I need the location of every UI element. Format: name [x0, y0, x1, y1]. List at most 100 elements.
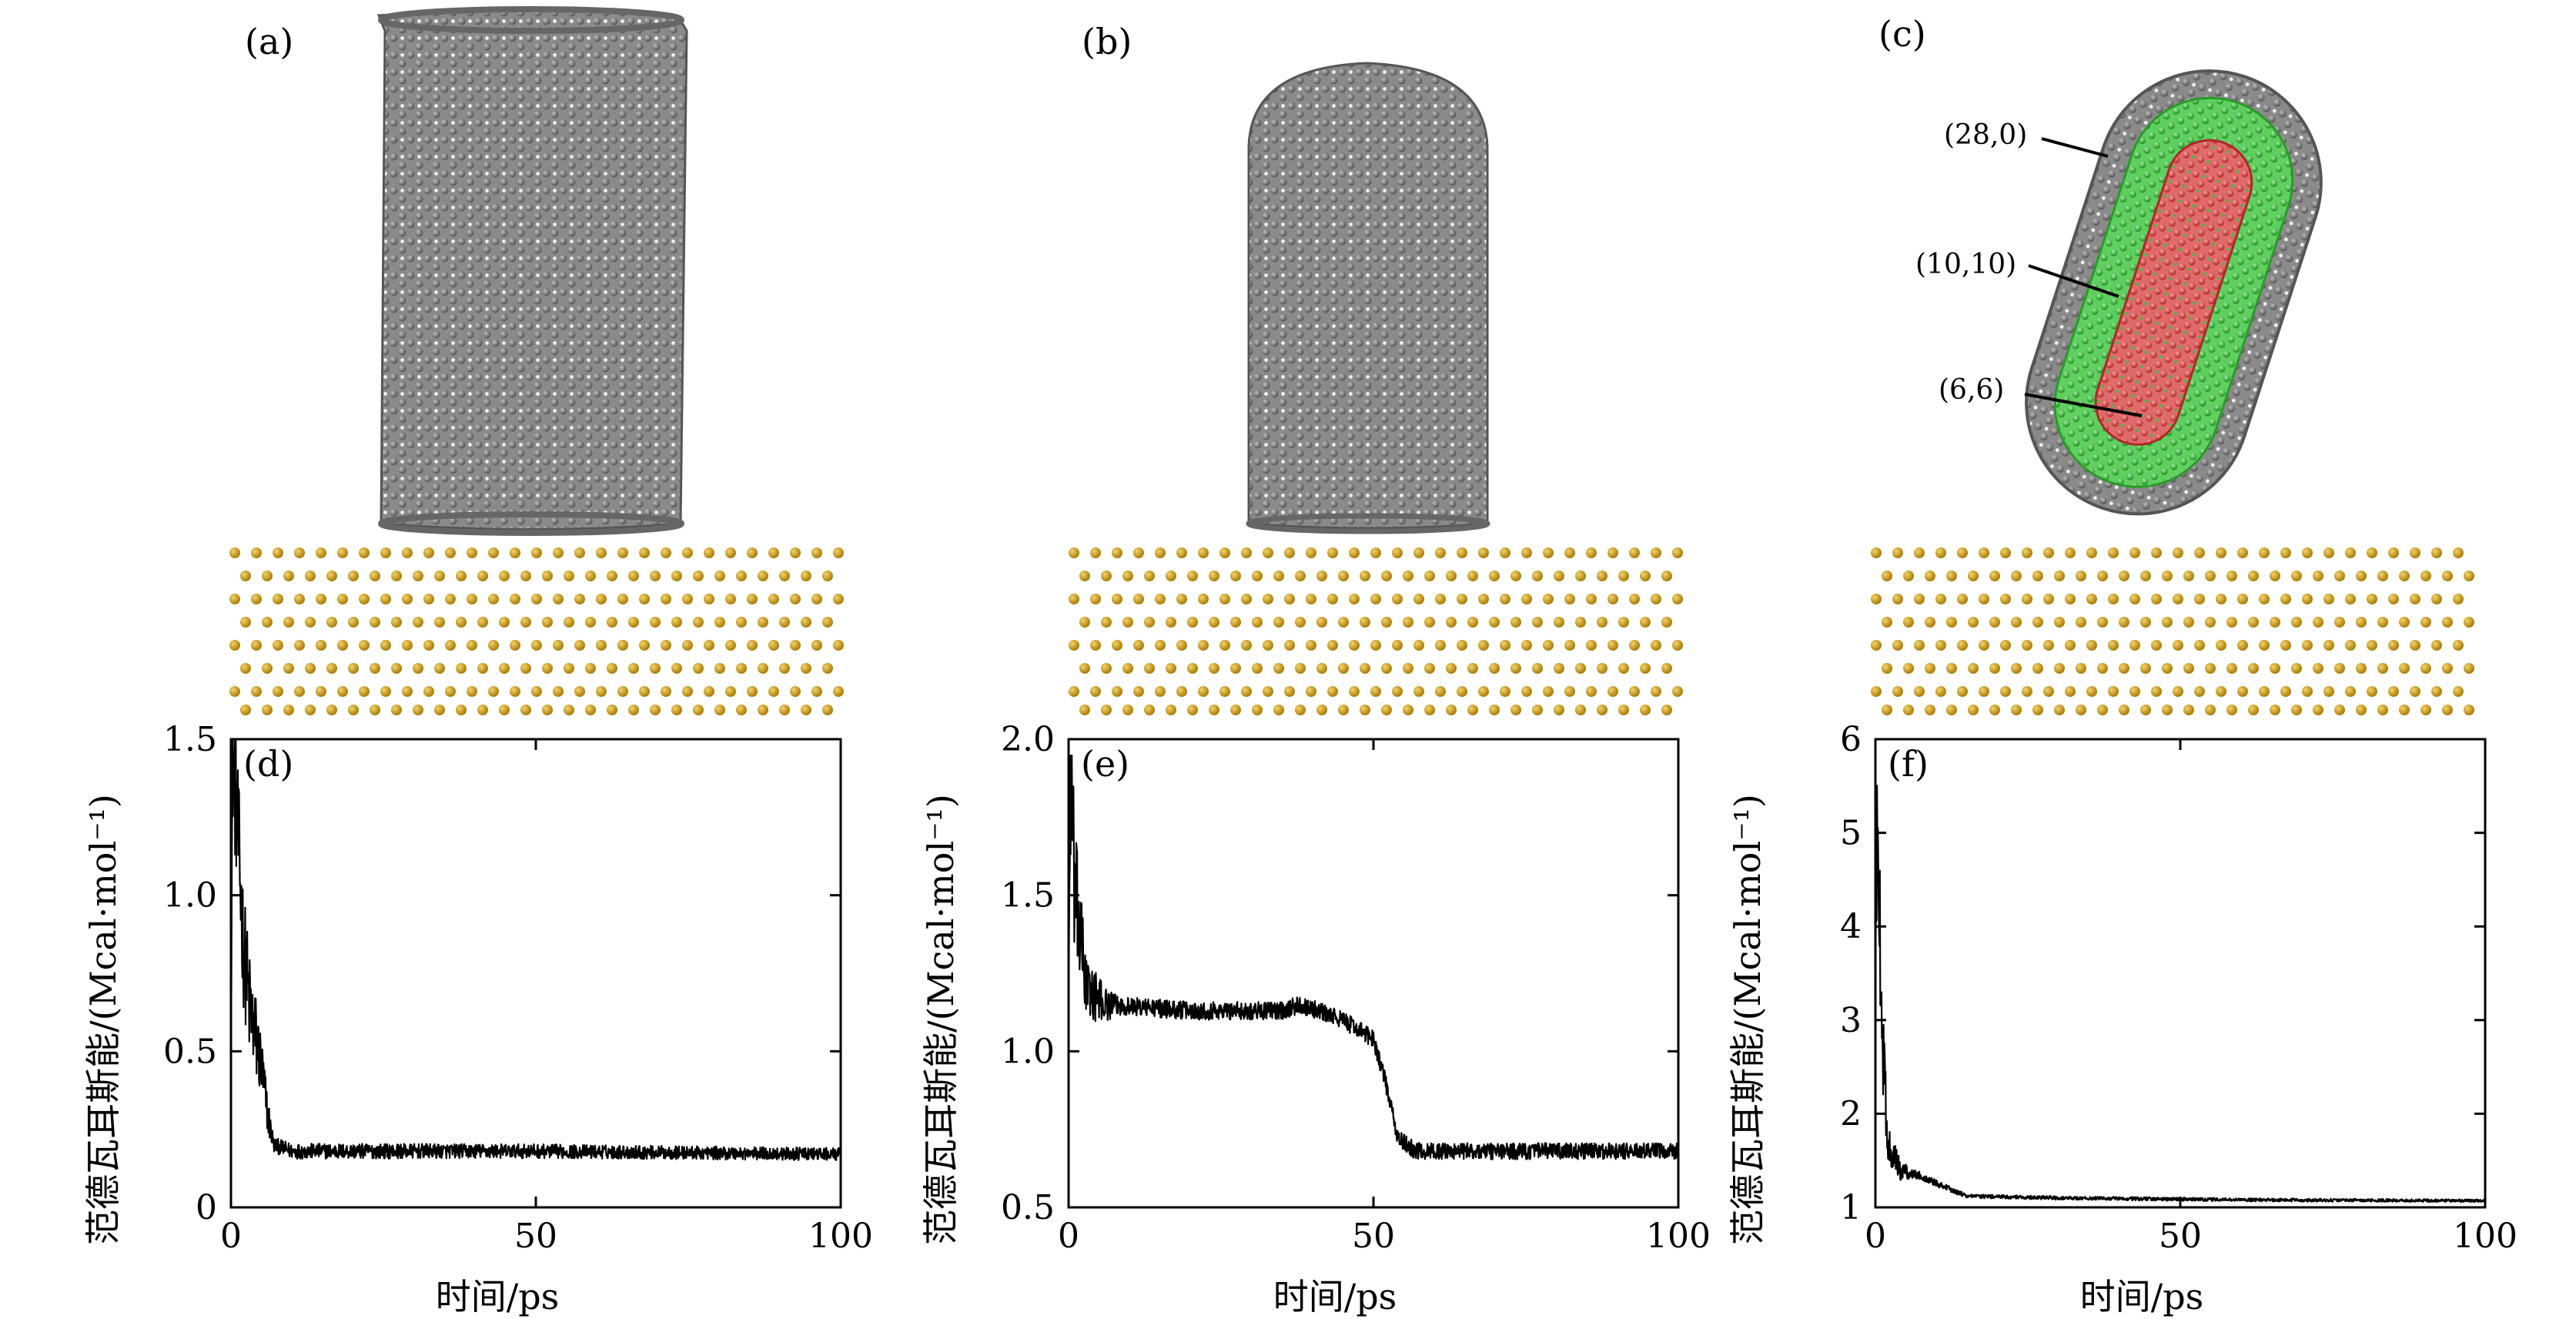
gold-atom	[1327, 640, 1338, 651]
x-tick-label: 50	[1352, 1217, 1395, 1256]
gold-atom	[1968, 571, 1979, 581]
leader-line-6-6	[2024, 393, 2143, 417]
gold-atom	[294, 686, 305, 697]
gold-atom	[1155, 547, 1166, 558]
gold-atom	[617, 594, 628, 604]
gold-atom	[596, 686, 607, 697]
gold-atom	[434, 705, 445, 715]
gold-atom	[348, 617, 359, 628]
x-tick-label: 50	[514, 1217, 557, 1256]
gold-atom	[628, 617, 639, 628]
gold-atom	[2259, 594, 2270, 604]
gold-atom	[564, 571, 574, 581]
gold-atom	[456, 617, 467, 628]
gold-atom	[2388, 686, 2399, 697]
gold-atom	[2420, 663, 2431, 674]
gold-atom	[359, 594, 370, 604]
gold-atom	[1101, 571, 1112, 581]
gold-atom	[2280, 686, 2291, 697]
gold-atom	[2334, 571, 2345, 581]
gold-atom	[326, 617, 337, 628]
gold-atom	[574, 594, 585, 604]
gold-atom	[1381, 571, 1392, 581]
gold-atom	[1946, 571, 1957, 581]
gold-atom	[1413, 547, 1424, 558]
panel-a-label: (a)	[245, 21, 293, 62]
gold-atom	[822, 617, 833, 628]
chart-panel-label: (d)	[243, 743, 293, 785]
gold-atom	[671, 705, 682, 715]
gold-atom	[811, 594, 822, 604]
gold-atom	[1338, 705, 1349, 715]
gold-atom	[1295, 663, 1306, 674]
gold-atom	[1252, 571, 1263, 581]
gold-atom	[1457, 686, 1467, 697]
gold-atom	[2097, 571, 2108, 581]
gold-atom	[2032, 663, 2043, 674]
gold-atom	[1327, 547, 1338, 558]
gold-atom	[2011, 663, 2022, 674]
gold-atom	[650, 663, 661, 674]
gold-atom	[2442, 571, 2453, 581]
leader-10-10: (10,10)	[1915, 249, 2119, 298]
gold-atom	[1478, 640, 1489, 651]
gold-atom	[736, 663, 747, 674]
gold-atom	[639, 686, 650, 697]
gold-atom	[1424, 617, 1435, 628]
gold-atom	[2119, 663, 2129, 674]
gold-atom	[2216, 686, 2226, 697]
gold-atom	[1478, 686, 1489, 697]
gold-atom	[758, 571, 768, 581]
gold-atom	[1575, 705, 1586, 715]
gold-atom	[2129, 547, 2140, 558]
gold-atom	[316, 686, 326, 697]
gold-atom	[2345, 547, 2356, 558]
gold-atom	[768, 594, 779, 604]
gold-atom	[423, 594, 434, 604]
gold-atom	[2334, 617, 2345, 628]
gold-atom	[2173, 640, 2183, 651]
gold-atom	[1968, 705, 1979, 715]
gold-atom	[273, 594, 283, 604]
gold-atom	[1273, 663, 1284, 674]
gold-atom	[2086, 686, 2097, 697]
gold-atom	[1252, 617, 1263, 628]
gold-atom	[520, 705, 531, 715]
gold-atom	[391, 571, 402, 581]
gold-atom	[273, 686, 283, 697]
gold-atom	[2453, 640, 2464, 651]
y-tick-label: 1.5	[1001, 876, 1055, 916]
gold-atom	[1349, 686, 1360, 697]
gold-atom	[2226, 663, 2237, 674]
gold-atom	[1478, 594, 1489, 604]
gold-atom	[273, 547, 283, 558]
gold-atom	[337, 640, 348, 651]
gold-atom	[2054, 705, 2065, 715]
gold-atom	[2345, 640, 2356, 651]
gold-atom	[2464, 571, 2474, 581]
gold-atom	[2065, 547, 2076, 558]
gold-atom	[1370, 686, 1381, 697]
gold-atom	[661, 547, 671, 558]
gold-atom	[413, 663, 423, 674]
gold-atom	[499, 705, 510, 715]
gold-atom	[240, 617, 251, 628]
gold-atom	[628, 663, 639, 674]
gold-atom	[510, 594, 520, 604]
nanotube-b-bottom-rim	[1246, 513, 1490, 534]
gold-atom	[1489, 705, 1500, 715]
y-tick-label: 2.0	[1001, 720, 1055, 759]
gold-atom	[1478, 547, 1489, 558]
gold-atom	[1564, 640, 1575, 651]
gold-atom	[1925, 663, 1935, 674]
gold-atom	[650, 571, 661, 581]
gold-atom	[1597, 663, 1607, 674]
gold-atom	[1672, 547, 1683, 558]
gold-atom	[2194, 594, 2205, 604]
gold-atom	[1871, 640, 1882, 651]
gold-atom	[1489, 571, 1500, 581]
gold-atom	[1935, 640, 1946, 651]
gold-atom	[1219, 686, 1230, 697]
gold-atom	[811, 547, 822, 558]
gold-atom	[370, 571, 380, 581]
